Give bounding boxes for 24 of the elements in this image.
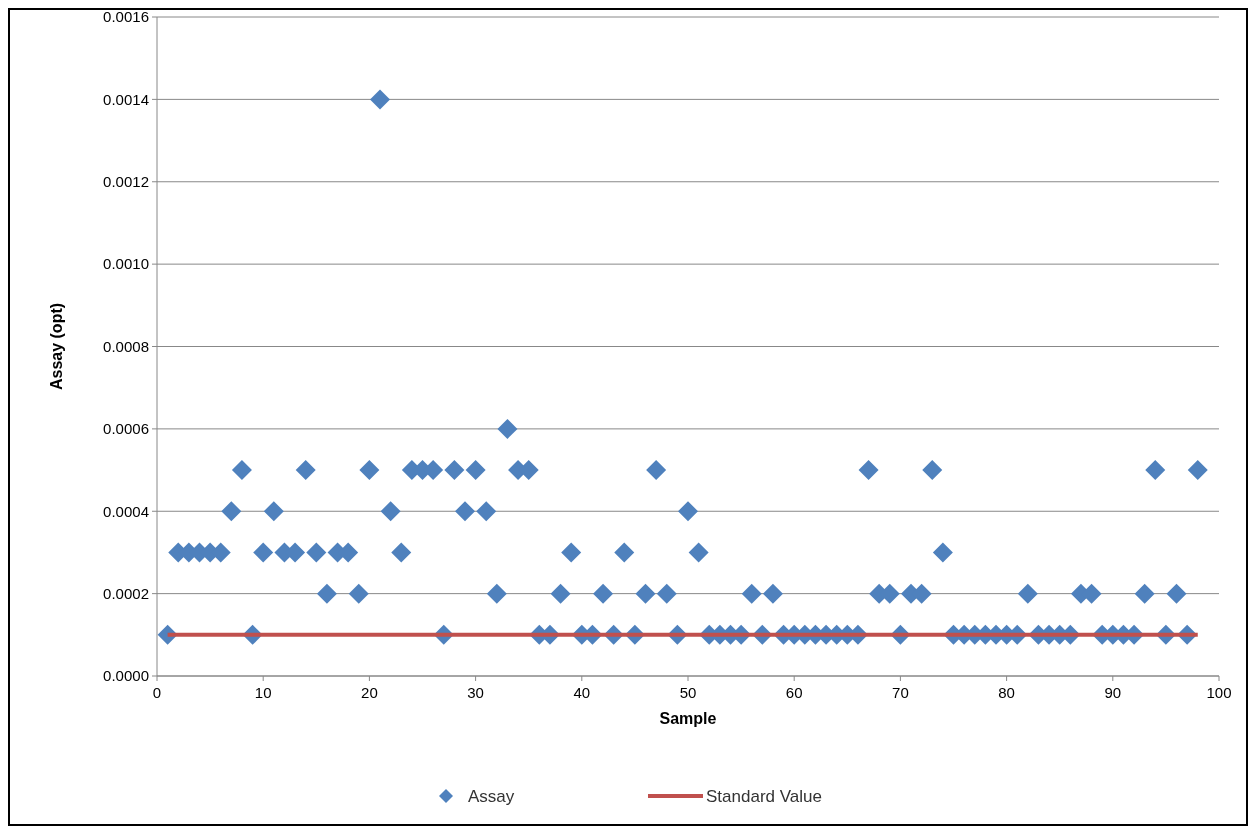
x-tick-label: 80 <box>998 684 1015 701</box>
y-tick-label: 0.0016 <box>103 8 149 26</box>
x-axis-title: Sample <box>659 710 717 727</box>
x-tick-label: 0 <box>152 684 162 701</box>
x-tick-label: 60 <box>785 684 803 701</box>
y-axis-title: Assay (opt) <box>48 302 65 391</box>
y-tick-label: 0.0002 <box>103 584 149 602</box>
y-tick-label: 0.0012 <box>103 173 149 190</box>
y-tick-label: 0.0000 <box>103 667 149 685</box>
x-tick-label: 30 <box>467 684 484 701</box>
y-tick-label: 0.0010 <box>103 255 149 273</box>
x-tick-label: 20 <box>361 684 378 701</box>
y-tick-label: 0.0004 <box>103 502 149 520</box>
y-tick-label: 0.0006 <box>103 420 149 438</box>
x-tick-label: 90 <box>1104 684 1122 701</box>
x-tick-label: 100 <box>1206 684 1232 701</box>
legend-label: Assay <box>468 786 515 806</box>
x-tick-label: 40 <box>573 684 591 701</box>
x-tick-label: 70 <box>892 684 909 701</box>
x-tick-label: 50 <box>679 684 697 701</box>
y-tick-label: 0.0014 <box>103 90 149 108</box>
legend-label: Standard Value <box>706 786 822 806</box>
x-tick-label: 10 <box>254 684 272 701</box>
y-tick-label: 0.0008 <box>103 337 149 355</box>
